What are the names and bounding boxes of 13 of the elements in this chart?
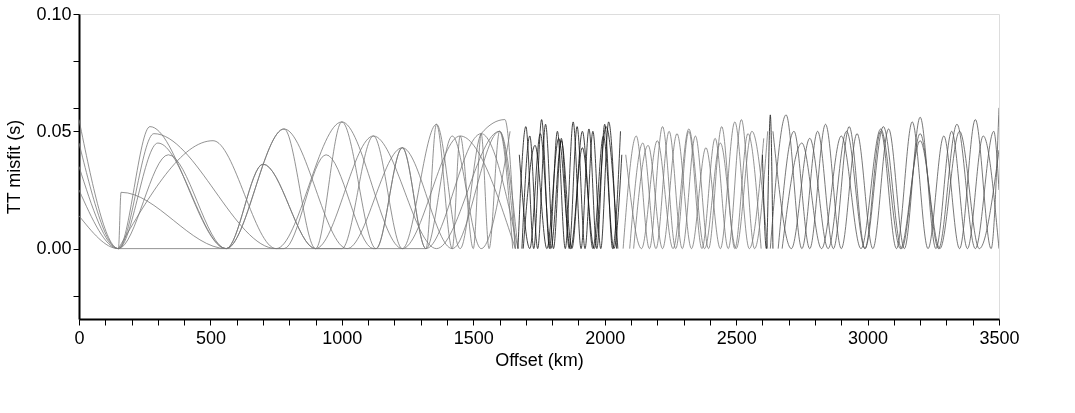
x-tick-label: 500 (195, 327, 226, 348)
x-tick-label: 1500 (453, 327, 494, 348)
x-tick-label: 1000 (322, 327, 363, 348)
x-tick-label: 3000 (848, 327, 889, 348)
y-tick-label: 0.10 (36, 3, 72, 24)
x-tick-label: 0 (74, 327, 85, 348)
y-tick-label: 0.00 (36, 238, 72, 259)
x-tick-label: 2500 (716, 327, 757, 348)
x-tick-label: 2000 (585, 327, 626, 348)
y-axis-title: TT misfit (s) (4, 119, 25, 215)
x-tick-label: 3500 (979, 327, 1020, 348)
y-tick-label: 0.05 (36, 120, 72, 141)
x-axis-title: Offset (km) (495, 349, 584, 370)
